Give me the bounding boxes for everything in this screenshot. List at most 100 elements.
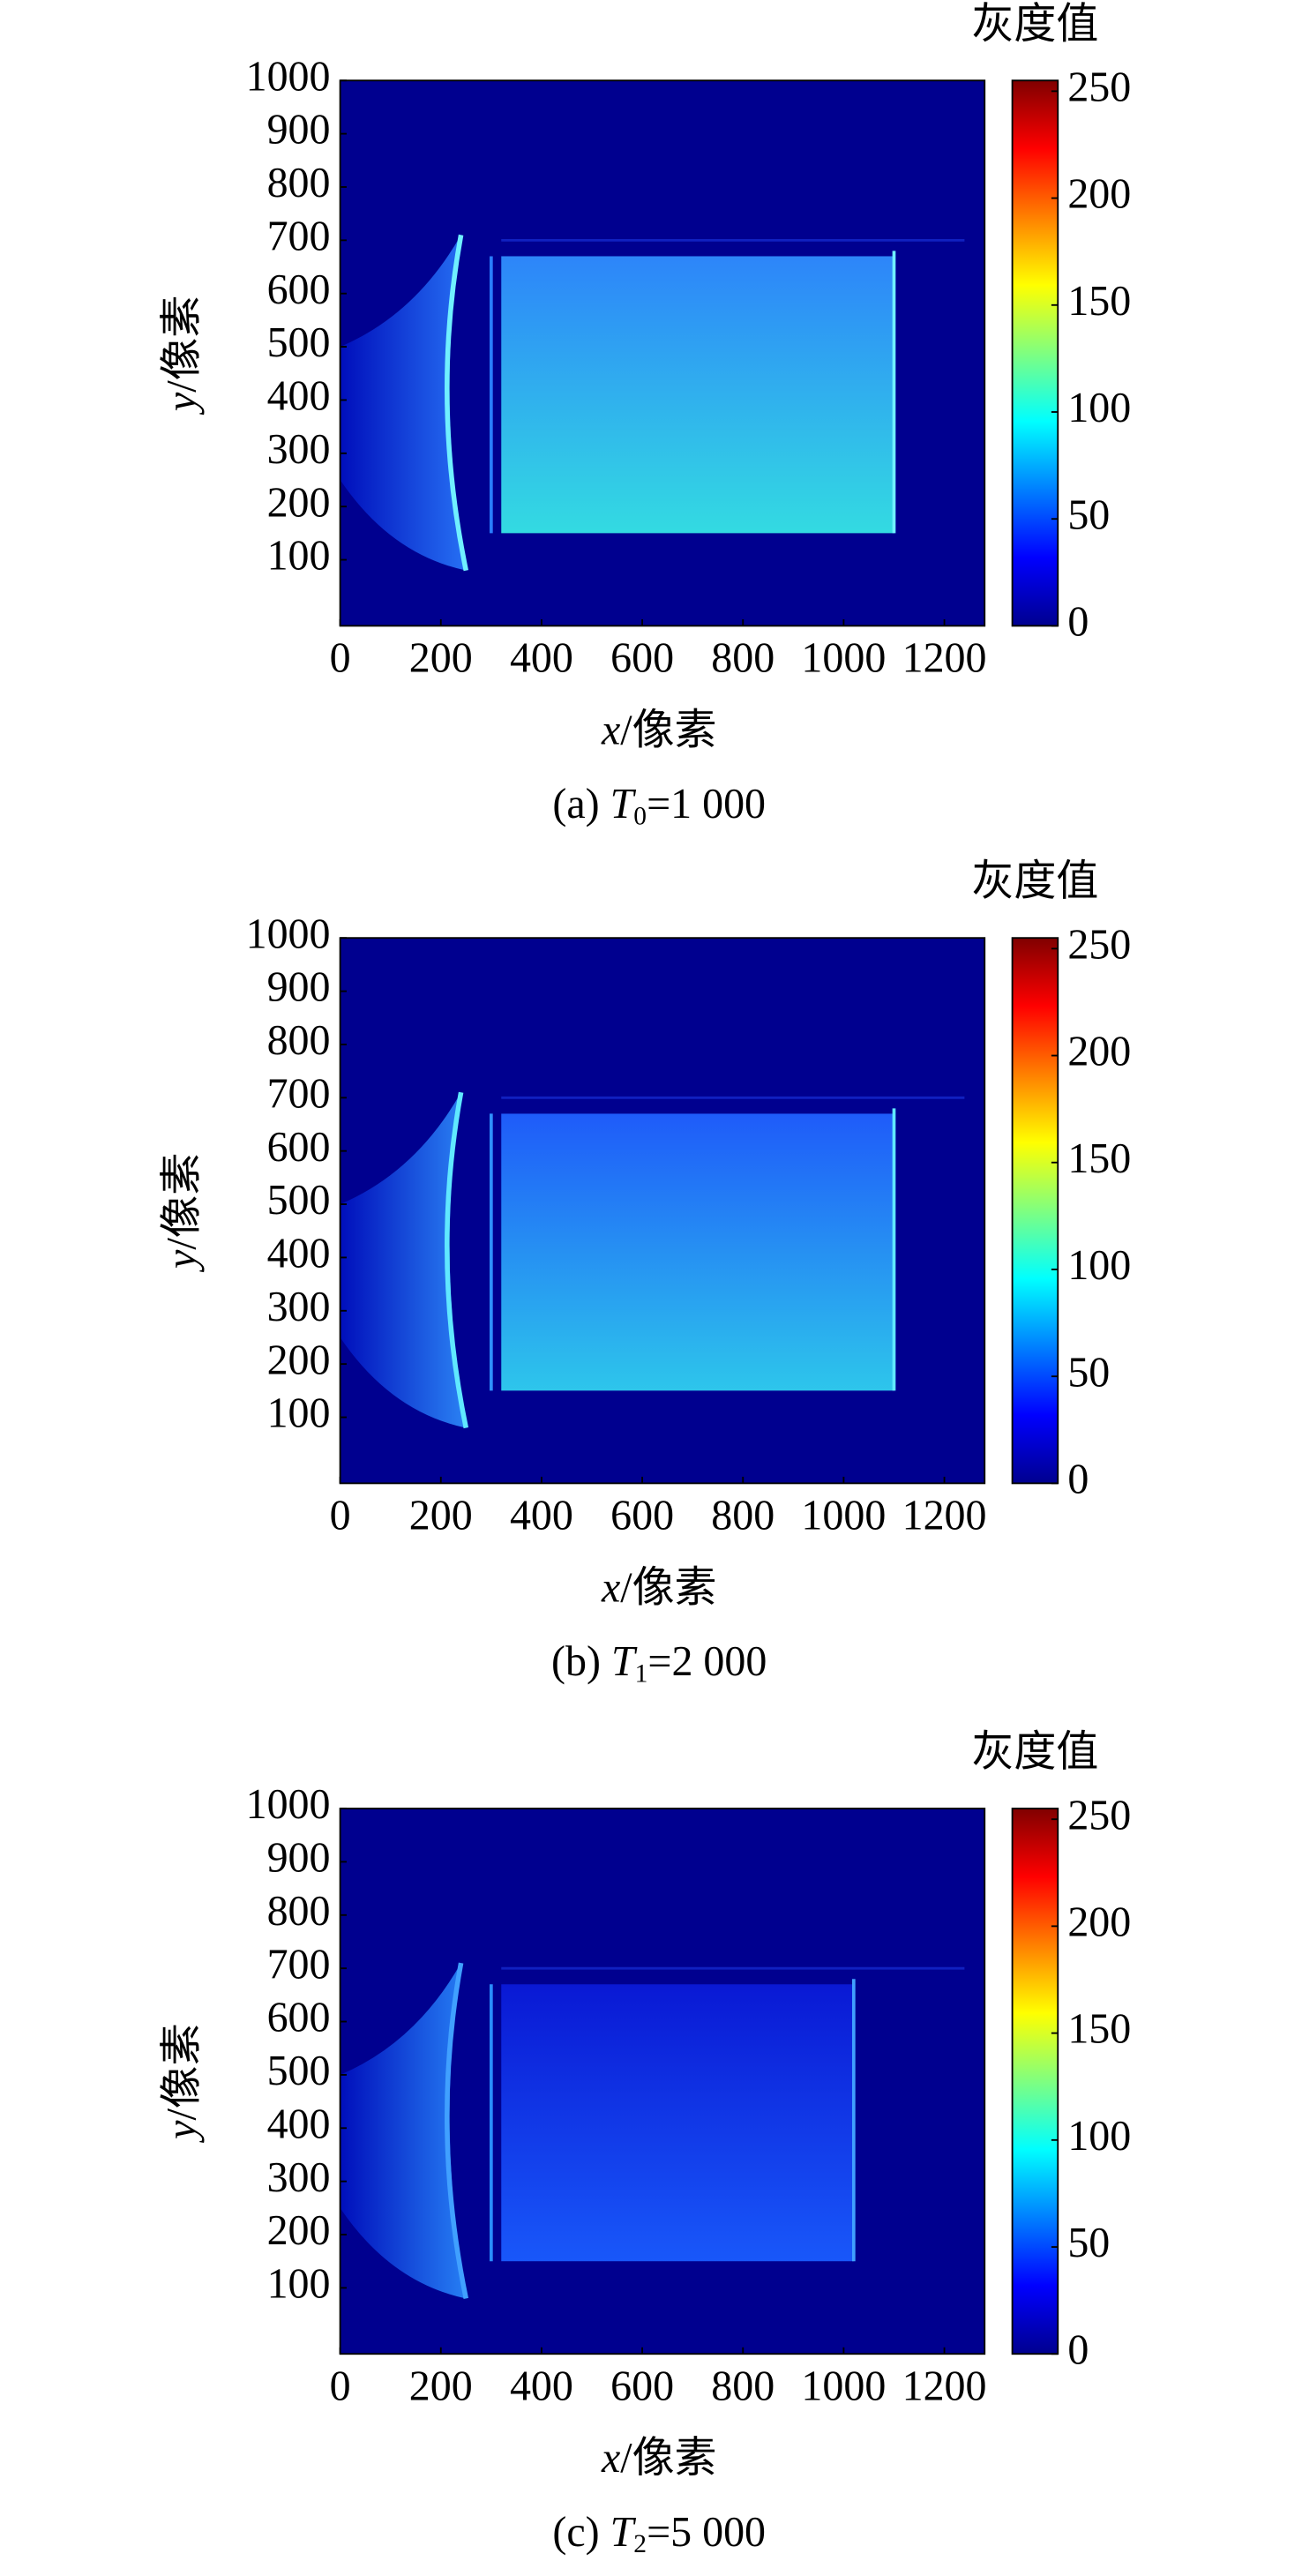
y-tick-label: 200 [267, 479, 331, 526]
colorbar [1011, 79, 1059, 627]
x-tick-label: 800 [711, 634, 774, 681]
y-tick-label: 500 [267, 319, 331, 366]
x-tick-label: 600 [610, 2363, 674, 2409]
panel: 0 200 400 600 800 1000 12001002003004005006007… [159, 1728, 1132, 2558]
lens-rim [445, 234, 469, 572]
text-part: y [159, 2120, 206, 2144]
figure-body: 0 200 400 600 800 1000 12001002003004005006007… [159, 1, 1132, 2558]
text-part: /像素 [620, 707, 716, 753]
x-tick-label: 1200 [902, 1492, 987, 1539]
colorbar-title: 灰度值 [971, 858, 1098, 905]
x-tick-label: 800 [711, 1492, 774, 1539]
colorbar-tick-label: 150 [1067, 278, 1131, 325]
y-tick-label: 800 [267, 1017, 331, 1064]
x-tick-label: 800 [711, 2363, 774, 2409]
lens-glow [340, 1092, 467, 1428]
colorbar-tick-label: 150 [1067, 2006, 1131, 2053]
y-tick-label: 500 [267, 2048, 331, 2094]
y-axis-label: y/像素 [159, 1152, 206, 1273]
y-tick-label: 1000 [246, 1781, 331, 1828]
text-part: x [601, 707, 621, 753]
text-part: /像素 [620, 1564, 716, 1611]
x-tick-label: 200 [409, 2363, 473, 2409]
panel: 0 200 400 600 800 1000 12001002003004005006007… [159, 858, 1132, 1689]
y-tick-label: 400 [267, 2100, 331, 2147]
caption: (c) T2=5 000 [552, 2509, 766, 2558]
y-tick-label: 700 [267, 1070, 331, 1117]
colorbar-tick-label: 250 [1067, 1792, 1131, 1838]
text-part: /像素 [620, 2435, 716, 2482]
text-part: =1 000 [647, 781, 766, 827]
text-part: =2 000 [647, 1638, 767, 1685]
heatmap-image [340, 80, 985, 626]
heatmap-image [340, 1808, 985, 2355]
text-part: =5 000 [647, 2509, 766, 2556]
y-tick-label: 300 [267, 1284, 331, 1330]
colorbar-tick-label: 200 [1067, 170, 1131, 217]
text-part: x [601, 1564, 621, 1611]
y-tick-label: 1000 [246, 53, 331, 100]
y-tick-label: 500 [267, 1177, 331, 1224]
text-part: T [610, 2509, 637, 2556]
colorbar-tick-label: 0 [1067, 2326, 1089, 2373]
x-tick-label: 0 [330, 2363, 351, 2409]
y-tick-label: 600 [267, 1994, 331, 2041]
x-axis-label: x/像素 [601, 2435, 717, 2482]
colorbar-tick-label: 250 [1067, 64, 1131, 110]
text-part: /像素 [159, 1152, 206, 1249]
y-axis-label: y/像素 [159, 295, 206, 416]
x-tick-label: 600 [610, 1492, 674, 1539]
y-tick-label: 700 [267, 1941, 331, 1988]
text-part: 2 [633, 2530, 647, 2558]
body [501, 1984, 854, 2262]
colorbar-tick-label: 50 [1067, 1349, 1110, 1396]
colorbar-tick-label: 50 [1067, 491, 1110, 538]
colorbar-tick-label: 0 [1067, 1456, 1089, 1502]
x-tick-label: 1000 [801, 2363, 886, 2409]
lens-rim [445, 1962, 469, 2300]
text-part: /像素 [159, 2023, 206, 2120]
plot-frame [339, 79, 986, 627]
colorbar [1011, 937, 1059, 1485]
x-tick-label: 400 [510, 634, 573, 681]
y-tick-label: 600 [267, 1124, 331, 1171]
body [501, 1113, 894, 1391]
x-tick-label: 1200 [902, 634, 987, 681]
x-tick-label: 1000 [801, 634, 886, 681]
panel: 0 200 400 600 800 1000 12001002003004005006007… [159, 1, 1132, 831]
y-tick-label: 400 [267, 1230, 331, 1277]
y-tick-label: 100 [267, 1389, 331, 1436]
colorbar-title: 灰度值 [971, 1728, 1098, 1775]
colorbar-tick-label: 200 [1067, 1028, 1131, 1075]
y-tick-label: 900 [267, 107, 331, 154]
colorbar-tick-label: 100 [1067, 1242, 1131, 1289]
caption: (a) T0=1 000 [552, 781, 766, 830]
plot-frame [339, 1808, 986, 2355]
y-tick-label: 900 [267, 963, 331, 1010]
lens-glow [340, 1963, 467, 2299]
colorbar-tick-label: 0 [1067, 598, 1089, 645]
y-tick-label: 800 [267, 160, 331, 206]
y-tick-label: 800 [267, 1888, 331, 1935]
x-tick-label: 0 [330, 1492, 351, 1539]
colorbar-tick-label: 200 [1067, 1898, 1131, 1945]
y-tick-label: 1000 [246, 910, 331, 957]
heatmap-image [340, 938, 985, 1484]
x-tick-label: 400 [510, 2363, 573, 2409]
x-axis-label: x/像素 [601, 707, 717, 753]
x-tick-label: 0 [330, 634, 351, 681]
y-tick-label: 200 [267, 2207, 331, 2254]
y-tick-label: 100 [267, 2260, 331, 2307]
x-tick-label: 1000 [801, 1492, 886, 1539]
text-part: T [611, 1638, 638, 1685]
y-tick-label: 100 [267, 532, 331, 579]
text-part: (b) [551, 1638, 611, 1685]
x-tick-label: 200 [409, 1492, 473, 1539]
x-axis-label: x/像素 [601, 1564, 717, 1611]
x-tick-label: 400 [510, 1492, 573, 1539]
plot-frame [339, 937, 986, 1485]
y-tick-label: 600 [267, 266, 331, 313]
colorbar-tick-label: 100 [1067, 2113, 1131, 2160]
